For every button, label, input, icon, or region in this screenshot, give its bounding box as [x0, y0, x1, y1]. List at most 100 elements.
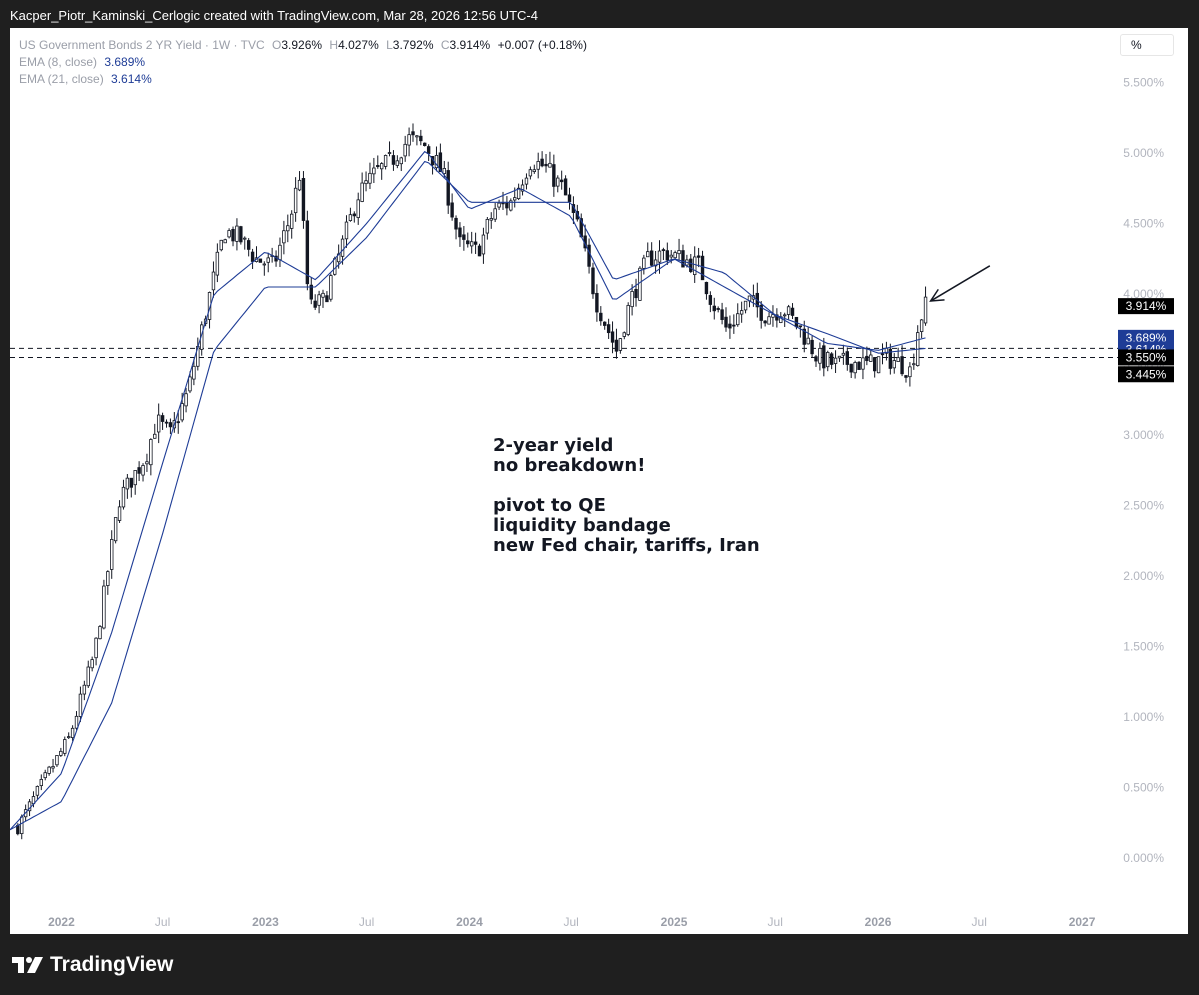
tradingview-logo-icon [12, 957, 43, 973]
candle-body [321, 292, 325, 298]
candle-body [853, 362, 857, 374]
y-tick-label: 5.000% [1123, 146, 1164, 160]
candle-body [771, 314, 775, 318]
chart-panel[interactable]: 0.000% 0.500% 1.000% 1.500% 2.000% 2.500% 3.00… [10, 28, 1188, 934]
candle-body [806, 337, 810, 345]
candle-body [47, 766, 51, 774]
candle-body [372, 167, 376, 175]
candle-body [552, 164, 556, 187]
candle-body [567, 194, 572, 203]
candle-body [98, 626, 102, 640]
candle-body [423, 142, 427, 146]
candle-body [113, 517, 118, 542]
candle-body [802, 328, 806, 345]
ema21-legend[interactable]: EMA (21, close) 3.614% [19, 72, 152, 86]
candle-body [618, 338, 623, 351]
candle-body [364, 180, 368, 185]
candle-body [462, 234, 466, 240]
low-label: L [386, 38, 393, 52]
ema8-legend[interactable]: EMA (8, close) 3.689% [19, 55, 145, 69]
candle-body [262, 263, 267, 266]
candle-body [446, 170, 450, 206]
candle-body [286, 225, 290, 232]
candle-body [407, 134, 411, 146]
attribution-text: Kacper_Piotr_Kaminski_Cerlogic created w… [10, 8, 538, 23]
candle-body [528, 169, 533, 177]
candle-body [192, 365, 196, 380]
candle-body [403, 143, 407, 157]
candle-body [810, 339, 814, 355]
candle-body [763, 320, 767, 324]
candle-body [919, 319, 924, 332]
candle-body [880, 353, 885, 356]
open-value: 3.926% [281, 38, 323, 52]
candle-body [653, 259, 658, 267]
candle-body [411, 131, 415, 136]
y-tick-label: 3.000% [1123, 428, 1164, 442]
tradingview-logo[interactable]: TradingView [12, 953, 173, 977]
x-tick-label: Jul [972, 915, 987, 929]
candle-body [829, 353, 834, 365]
candle-body [798, 325, 803, 328]
close-label: C [440, 38, 450, 52]
time-axis: 2022 Jul 2023 Jul 2024 Jul 2025 Jul 2026 Jul 2027 [48, 915, 1096, 929]
candle-body [438, 152, 443, 173]
candle-body [595, 292, 599, 313]
y-tick-label: 2.500% [1123, 499, 1164, 513]
candle-body [149, 439, 153, 466]
candle-body [219, 239, 223, 251]
candle-body [693, 256, 697, 275]
candle-body [739, 310, 744, 315]
candle-body [466, 240, 470, 245]
x-tick-label: 2026 [865, 915, 892, 929]
candle-body [649, 250, 654, 266]
candle-body [501, 202, 505, 205]
candle-body [622, 332, 626, 337]
candle-body [141, 465, 145, 476]
candle-body [559, 179, 564, 183]
candle-body [426, 146, 431, 154]
candle-body [704, 281, 709, 295]
candle-body [415, 135, 419, 138]
candle-body [164, 421, 169, 424]
candle-body [782, 314, 787, 317]
candle-body [129, 477, 133, 488]
candle-body [317, 294, 321, 306]
candle-body [125, 477, 130, 490]
candle-body [344, 221, 349, 240]
candle-body [599, 312, 603, 322]
candle-body [540, 158, 544, 167]
candle-body [818, 348, 822, 364]
candle-body [348, 214, 353, 221]
candle-body [35, 786, 40, 796]
candle-body [759, 304, 763, 321]
candle-body [442, 168, 446, 174]
price-axis: 0.000% 0.500% 1.000% 1.500% 2.000% 2.500% 3.00… [1123, 76, 1164, 866]
candle-body [352, 213, 357, 217]
candle-body [383, 155, 388, 167]
change-value: +0.007 (+0.18%) [497, 38, 587, 52]
candle-body [861, 357, 865, 370]
annotation-line-5: new Fed chair, tariffs, Iran [493, 535, 760, 556]
candle-body [215, 251, 220, 276]
y-tick-label: 0.500% [1123, 781, 1164, 795]
candle-body [82, 684, 87, 695]
candle-body [469, 241, 474, 247]
annotation-line-4: liquidity bandage [493, 515, 671, 536]
price-tag-label: 3.689% [1126, 331, 1167, 345]
candle-body [168, 422, 173, 428]
candle-body [720, 309, 724, 320]
candle-body [509, 200, 513, 211]
candle-body [231, 228, 235, 242]
candle-body [473, 241, 478, 245]
chart-canvas[interactable]: 0.000% 0.500% 1.000% 1.500% 2.000% 2.500% 3.00… [10, 28, 1188, 934]
x-tick-label: 2025 [661, 915, 688, 929]
candle-body [833, 357, 838, 364]
symbol-legend[interactable]: US Government Bonds 2 YR Yield · 1W · TV… [19, 38, 587, 52]
candle-body [376, 165, 380, 168]
candle-body [180, 403, 184, 421]
candle-body [743, 300, 748, 311]
percent-scale-button[interactable]: % [1120, 34, 1174, 56]
candle-body [266, 257, 270, 263]
candle-body [790, 307, 795, 316]
